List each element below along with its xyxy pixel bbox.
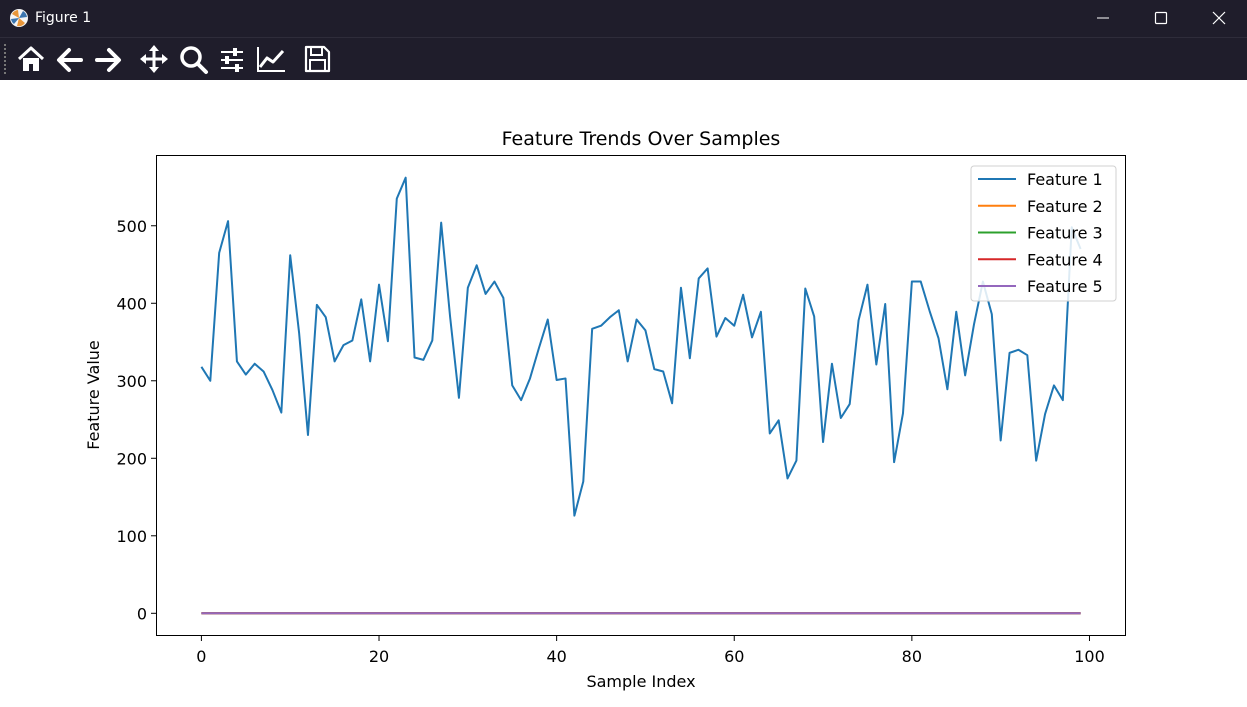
y-tick-label: 200 [116,449,147,468]
x-tick-label: 40 [546,647,566,666]
minimize-button[interactable] [1074,0,1132,37]
save-icon [304,45,331,73]
legend: Feature 1 Feature 2 Feature 3 Feature 4 Feat… [970,165,1117,302]
forward-button[interactable] [91,42,125,76]
line-chart[interactable]: Feature Trends Over Samples 0 20 40 60 80 100… [0,80,1247,703]
legend-label-5: Feature 5 [1027,277,1103,296]
home-icon [17,46,45,71]
x-tick-label: 60 [724,647,744,666]
zoom-icon [180,46,208,74]
navigation-toolbar [0,37,1247,81]
series-line-1 [200,176,1082,517]
edit-axis-button[interactable] [254,42,288,76]
save-button[interactable] [300,42,334,76]
pan-button[interactable] [137,42,171,76]
x-tick-label: 0 [196,647,206,666]
window-title: Figure 1 [35,10,92,26]
y-tick-label: 100 [116,527,147,546]
close-icon [1212,11,1226,25]
close-button[interactable] [1190,0,1247,37]
x-tick-label: 20 [369,647,389,666]
y-tick-label: 400 [116,294,147,313]
title-bar: Figure 1 [0,0,1247,37]
configure-subplots-button[interactable] [215,42,249,76]
x-axis-label: Sample Index [586,672,695,691]
minimize-icon [1097,17,1109,19]
y-tick-label: 300 [116,372,147,391]
pan-icon [140,45,168,73]
legend-label-3: Feature 3 [1027,224,1103,243]
y-axis: 0 100 200 300 400 500 [116,217,157,623]
x-tick-label: 100 [1074,647,1105,666]
y-tick-label: 0 [137,604,147,623]
y-tick-label: 500 [116,217,147,236]
legend-label-1: Feature 1 [1027,170,1103,189]
edit-axis-icon [257,47,285,72]
chart-title: Feature Trends Over Samples [502,128,781,150]
matplotlib-logo-icon [9,8,29,28]
x-tick-label: 80 [902,647,922,666]
maximize-icon [1154,11,1168,25]
legend-label-2: Feature 2 [1027,197,1103,216]
plot-lines [200,176,1082,615]
legend-label-4: Feature 4 [1027,250,1103,269]
configure-subplots-icon [221,48,243,72]
figure-canvas[interactable]: Feature Trends Over Samples 0 20 40 60 80 100… [0,80,1247,703]
y-axis-label: Feature Value [84,340,103,449]
home-button[interactable] [14,42,48,76]
maximize-button[interactable] [1132,0,1190,37]
back-button[interactable] [53,42,87,76]
x-axis: 0 20 40 60 80 100 [196,635,1105,666]
legend-box [970,165,1117,302]
axes-frame [156,155,1126,636]
back-icon [57,48,83,72]
forward-icon [95,48,121,72]
toolbar-grip [4,44,8,74]
zoom-button[interactable] [176,42,210,76]
